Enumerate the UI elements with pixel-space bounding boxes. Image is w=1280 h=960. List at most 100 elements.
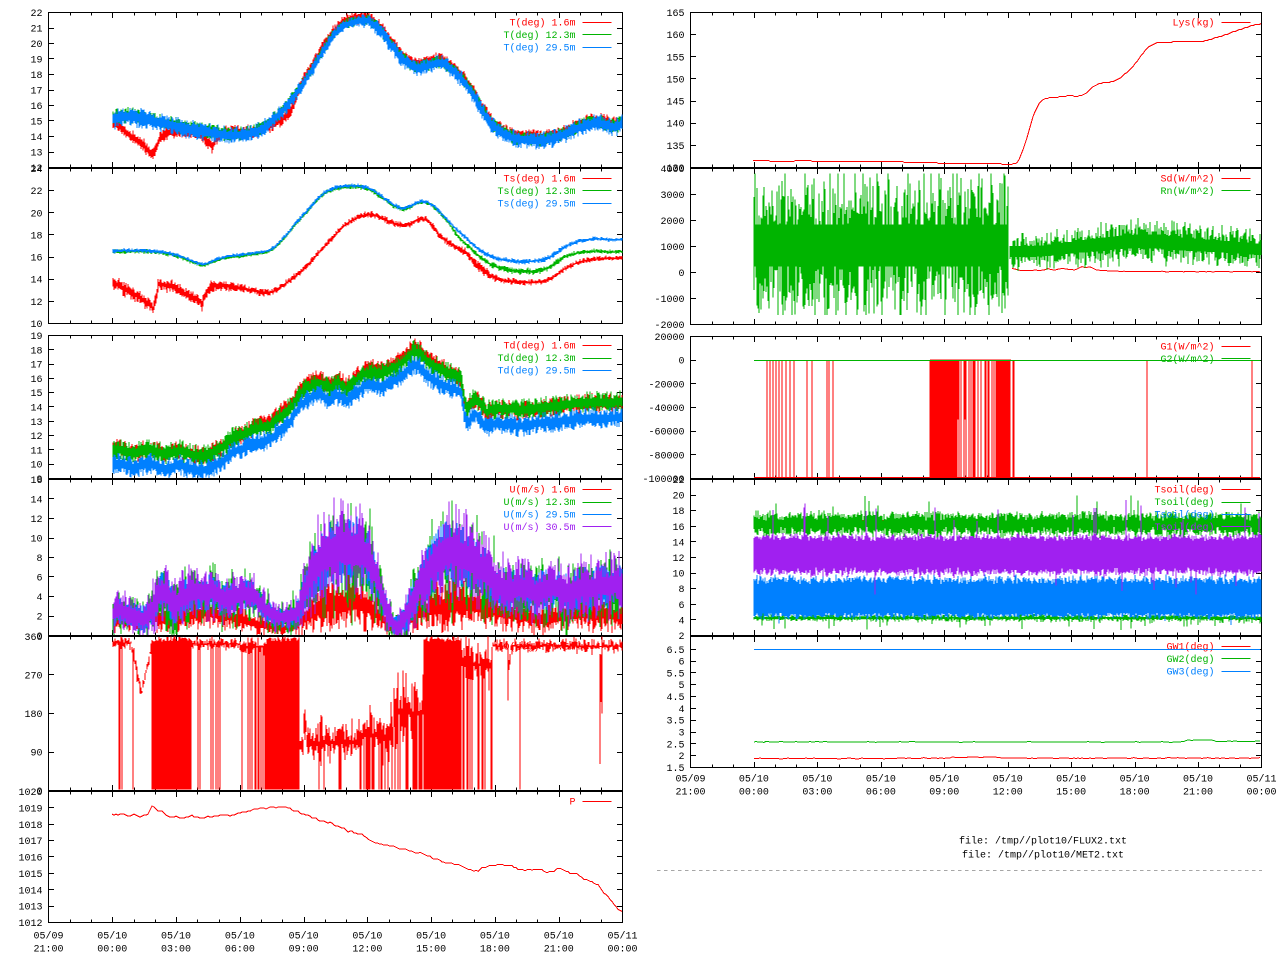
svg-text:1014: 1014: [18, 886, 42, 897]
svg-text:00:00: 00:00: [97, 945, 127, 956]
svg-text:Tsoil(deg): Tsoil(deg): [1154, 510, 1214, 522]
svg-text:130: 130: [666, 164, 684, 175]
svg-text:19: 19: [30, 332, 42, 343]
svg-text:00:00: 00:00: [739, 788, 769, 799]
svg-text:05/11: 05/11: [1246, 774, 1276, 786]
svg-text:4000: 4000: [660, 165, 684, 176]
svg-text:T(deg) 29.5m: T(deg) 29.5m: [503, 43, 575, 55]
svg-text:Sd(W/m^2): Sd(W/m^2): [1160, 174, 1214, 186]
svg-text:05/11: 05/11: [607, 931, 637, 943]
svg-text:6.5: 6.5: [666, 646, 684, 657]
svg-text:18: 18: [30, 346, 42, 357]
svg-text:Td(deg) 1.6m: Td(deg) 1.6m: [503, 341, 575, 353]
svg-text:21: 21: [30, 25, 42, 36]
svg-text:2: 2: [678, 632, 684, 643]
svg-text:05/10: 05/10: [866, 774, 896, 786]
svg-text:12: 12: [30, 298, 42, 309]
svg-text:14: 14: [30, 404, 42, 415]
svg-text:-60000: -60000: [648, 428, 684, 439]
svg-text:18: 18: [672, 507, 684, 518]
svg-text:09:00: 09:00: [929, 788, 959, 799]
svg-text:10: 10: [672, 570, 684, 581]
svg-text:0: 0: [678, 357, 684, 368]
svg-text:-100000: -100000: [642, 475, 684, 486]
svg-text:18:00: 18:00: [1120, 788, 1150, 799]
svg-text:12: 12: [30, 515, 42, 526]
svg-text:4.5: 4.5: [666, 693, 684, 704]
svg-text:-1000: -1000: [654, 295, 684, 306]
svg-text:3000: 3000: [660, 191, 684, 202]
svg-text:06:00: 06:00: [866, 788, 896, 799]
svg-text:135: 135: [666, 142, 684, 153]
svg-text:16: 16: [30, 375, 42, 386]
svg-text:10: 10: [30, 320, 42, 331]
svg-text:9: 9: [36, 475, 42, 486]
svg-text:165: 165: [666, 9, 684, 20]
svg-text:16: 16: [30, 254, 42, 265]
svg-text:05/10: 05/10: [993, 774, 1023, 786]
svg-text:Ts(deg) 12.3m: Ts(deg) 12.3m: [497, 186, 575, 198]
svg-text:160: 160: [666, 31, 684, 42]
svg-text:360: 360: [24, 633, 42, 644]
svg-text:1018: 1018: [18, 821, 42, 832]
svg-text:-2000: -2000: [654, 321, 684, 332]
svg-text:00:00: 00:00: [607, 945, 637, 956]
svg-text:09:00: 09:00: [289, 945, 319, 956]
svg-text:03:00: 03:00: [802, 788, 832, 799]
svg-text:155: 155: [666, 53, 684, 64]
svg-text:GW2(deg): GW2(deg): [1166, 654, 1214, 666]
svg-text:0: 0: [36, 787, 42, 798]
svg-text:5.5: 5.5: [666, 669, 684, 680]
svg-text:1020: 1020: [18, 788, 42, 799]
svg-text:10: 10: [30, 461, 42, 472]
svg-text:6: 6: [678, 601, 684, 612]
svg-text:1017: 1017: [18, 837, 42, 848]
svg-text:2: 2: [36, 613, 42, 624]
svg-text:Lys(kg): Lys(kg): [1172, 18, 1214, 30]
svg-text:05/10: 05/10: [544, 931, 574, 943]
svg-text:Td(deg) 29.5m: Td(deg) 29.5m: [497, 366, 575, 378]
svg-text:17: 17: [30, 361, 42, 372]
svg-text:05/09: 05/09: [675, 774, 705, 786]
svg-text:-80000: -80000: [648, 451, 684, 462]
svg-text:05/10: 05/10: [225, 931, 255, 943]
svg-text:20: 20: [672, 492, 684, 503]
svg-text:0: 0: [36, 632, 42, 643]
svg-text:1000: 1000: [660, 243, 684, 254]
svg-text:12:00: 12:00: [352, 945, 382, 956]
svg-text:05/10: 05/10: [480, 931, 510, 943]
svg-text:GW3(deg): GW3(deg): [1166, 667, 1214, 679]
svg-text:05/10: 05/10: [739, 774, 769, 786]
svg-text:14: 14: [672, 538, 684, 549]
svg-text:21:00: 21:00: [544, 945, 574, 956]
svg-text:03:00: 03:00: [161, 945, 191, 956]
svg-text:05/10: 05/10: [802, 774, 832, 786]
svg-text:90: 90: [30, 749, 42, 760]
svg-text:2000: 2000: [660, 217, 684, 228]
svg-text:-20000: -20000: [648, 380, 684, 391]
svg-text:1012: 1012: [18, 919, 42, 930]
svg-text:P: P: [569, 798, 575, 809]
svg-text:Tsoil(deg): Tsoil(deg): [1154, 485, 1214, 497]
svg-text:150: 150: [666, 75, 684, 86]
svg-text:Tsoil(deg): Tsoil(deg): [1154, 522, 1214, 534]
svg-text:22: 22: [30, 9, 42, 20]
svg-text:18: 18: [30, 231, 42, 242]
svg-text:U(m/s) 30.5m: U(m/s) 30.5m: [503, 522, 575, 534]
svg-text:13: 13: [30, 149, 42, 160]
svg-text:2: 2: [678, 752, 684, 763]
svg-text:15: 15: [30, 118, 42, 129]
svg-text:Tsoil(deg): Tsoil(deg): [1154, 497, 1214, 509]
svg-text:15:00: 15:00: [1056, 788, 1086, 799]
svg-text:U(m/s) 29.5m: U(m/s) 29.5m: [503, 510, 575, 522]
svg-text:180: 180: [24, 710, 42, 721]
svg-text:1013: 1013: [18, 903, 42, 914]
svg-text:15:00: 15:00: [416, 945, 446, 956]
svg-text:4: 4: [678, 616, 684, 627]
svg-text:U(m/s) 1.6m: U(m/s) 1.6m: [509, 485, 575, 497]
svg-text:270: 270: [24, 672, 42, 683]
svg-text:12: 12: [30, 432, 42, 443]
svg-text:05/10: 05/10: [929, 774, 959, 786]
svg-text:05/10: 05/10: [289, 931, 319, 943]
svg-text:T(deg) 12.3m: T(deg) 12.3m: [503, 30, 575, 42]
